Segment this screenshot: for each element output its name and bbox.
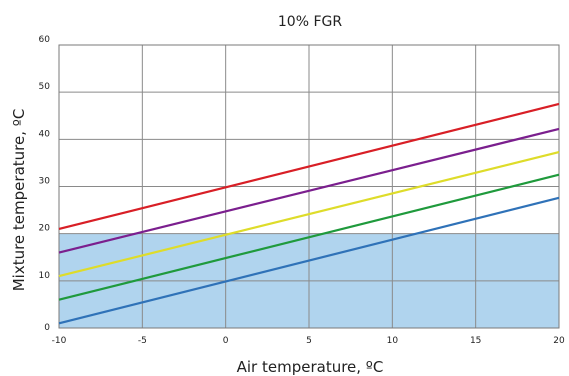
- y-tick-label: 0: [44, 323, 50, 333]
- x-tick-label: 0: [223, 336, 229, 346]
- x-tick-label: 15: [470, 336, 481, 346]
- x-tick-label: -5: [138, 336, 147, 346]
- plot-area: -10 -5 0 5 10 15 20 0 10 20 30 40 50 60: [39, 35, 565, 346]
- chart-title: 10% FGR: [278, 14, 342, 30]
- y-tick-label: 20: [39, 224, 51, 234]
- series-line-3: [58, 151, 560, 278]
- series-line-1: [58, 102, 560, 231]
- y-tick-label: 30: [39, 177, 51, 187]
- x-tick-label: 5: [306, 336, 312, 346]
- plot-frame: [58, 44, 560, 329]
- x-tick-label: 10: [387, 336, 399, 346]
- series-line-4: [58, 173, 560, 301]
- series-line-5: [58, 196, 560, 325]
- series-line-2: [58, 127, 560, 254]
- y-tick-label: 10: [39, 271, 51, 281]
- y-tick-label: 50: [39, 82, 51, 92]
- y-axis-label: Mixture temperature, ºC: [10, 109, 28, 292]
- x-tick-label: -10: [52, 336, 67, 346]
- y-tick-label: 40: [39, 129, 51, 139]
- x-tick-label: 20: [553, 336, 565, 346]
- x-axis-label: Air temperature, ºC: [237, 358, 384, 376]
- y-tick-label: 60: [39, 35, 51, 45]
